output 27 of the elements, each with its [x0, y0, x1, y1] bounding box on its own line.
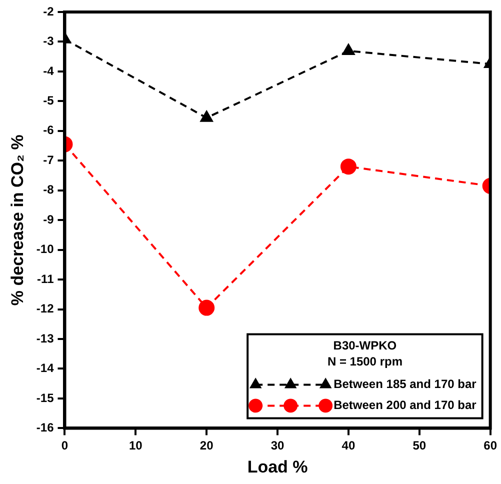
y-axis-title: % decrease in CO₂ %: [8, 134, 27, 306]
y-tick-label: -9: [43, 212, 54, 226]
x-tick-label: 10: [128, 438, 143, 453]
x-tick-label: 60: [484, 438, 498, 453]
y-tick-label: -6: [43, 123, 54, 138]
y-tick-label: -4: [43, 64, 54, 78]
x-tick-label: 0: [61, 438, 68, 453]
y-tick-label: -15: [36, 390, 54, 405]
y-tick-label: -14: [36, 361, 54, 376]
legend-label: Between 200 and 170 bar: [334, 398, 477, 412]
y-tick-label: -7: [43, 152, 54, 167]
y-tick-label: -13: [36, 331, 54, 346]
x-tick-label: 20: [200, 438, 214, 453]
x-tick-label: 40: [342, 438, 356, 453]
y-tick-label: -12: [36, 302, 54, 316]
y-tick-label: -3: [43, 34, 54, 48]
y-tick-label: -10: [36, 242, 54, 256]
x-axis-title: Load %: [247, 457, 308, 476]
y-tick-label: -8: [43, 182, 54, 197]
y-tick-label: -2: [43, 4, 54, 18]
legend-label: Between 185 and 170 bar: [334, 377, 477, 392]
legend-title: B30-WPKO N = 1500 rpm: [327, 338, 402, 369]
y-tick-label: -11: [37, 272, 54, 286]
y-tick-label: -5: [43, 94, 54, 108]
x-tick-label: 50: [412, 438, 426, 453]
y-tick-label: -16: [36, 420, 54, 435]
x-tick-label: 30: [270, 438, 285, 453]
